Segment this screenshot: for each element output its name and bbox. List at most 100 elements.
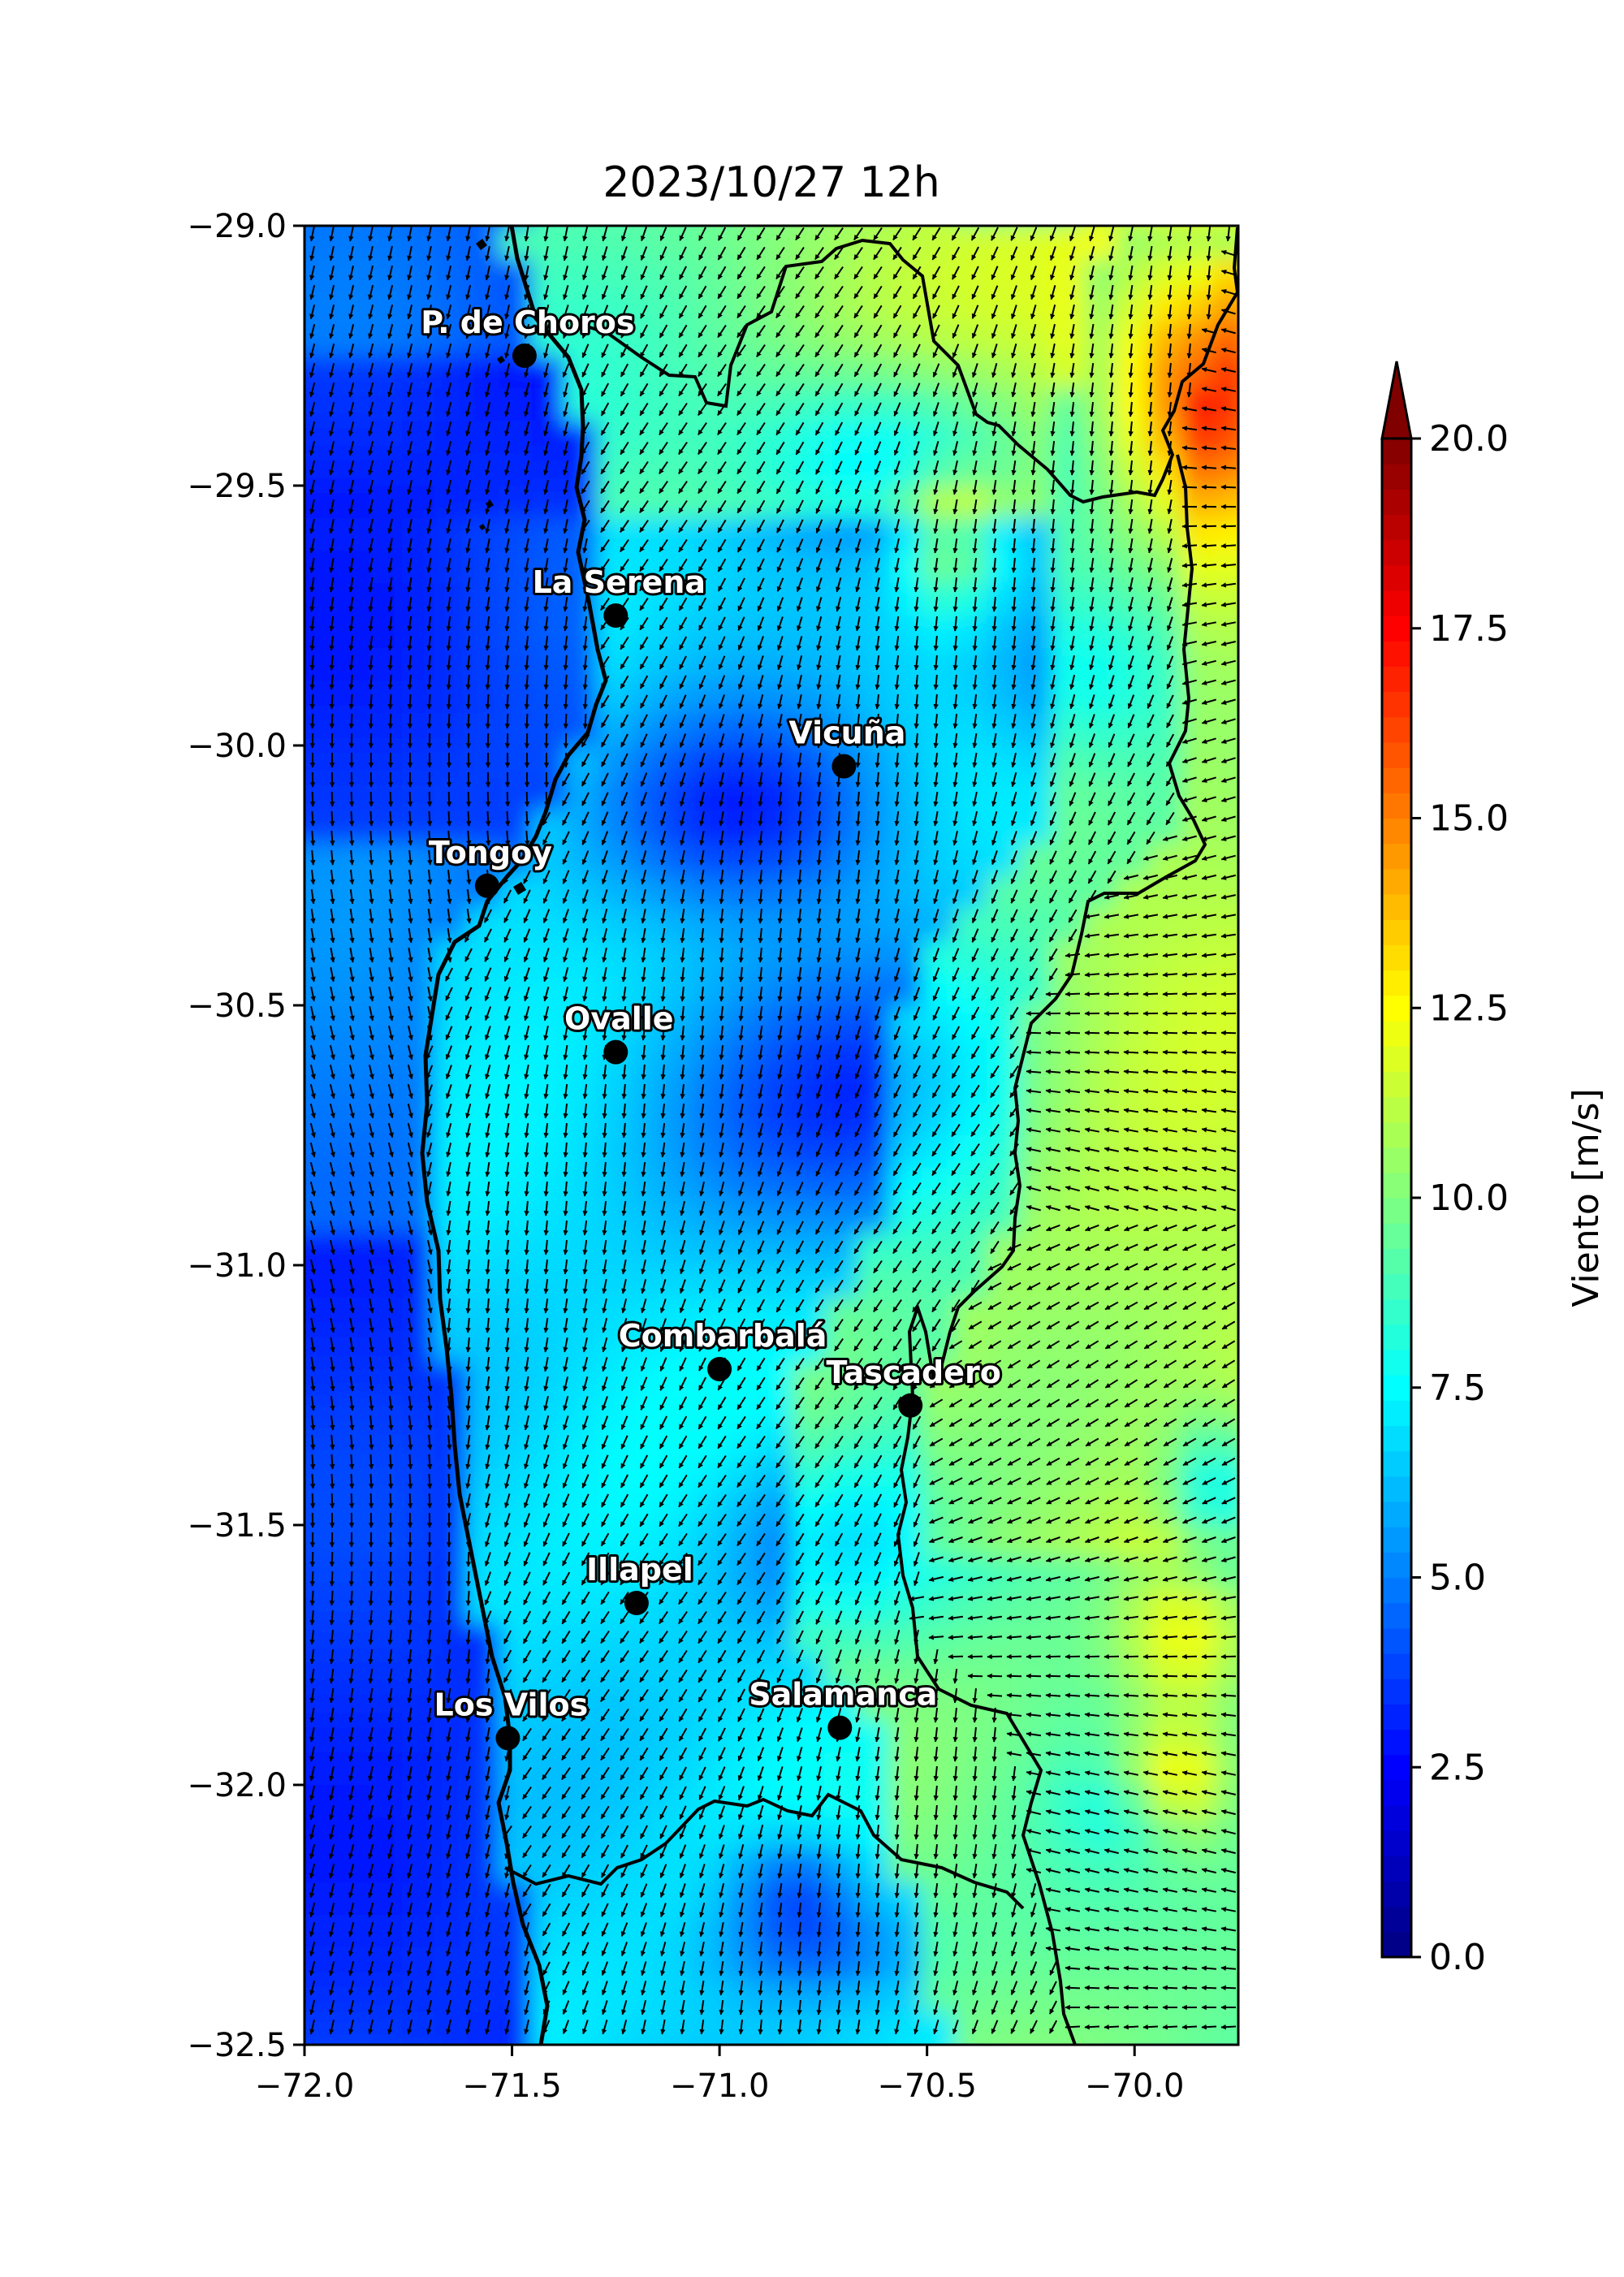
wind-field-cell [922,1947,955,1981]
wind-field-cell [954,583,987,616]
wind-field-cell [889,1070,922,1104]
wind-field-cell [434,388,468,421]
wind-field-cell [1116,1558,1150,1591]
wind-field-cell [1084,1525,1117,1558]
wind-field-cell [1214,486,1247,519]
wind-field-cell [467,193,500,227]
wind-field-cell [792,226,825,259]
wind-field-cell [1214,1135,1247,1169]
wind-field-cell [337,1590,370,1623]
wind-field-cell [759,226,793,259]
wind-field-cell [369,1752,403,1786]
wind-field-cell [369,2045,403,2078]
wind-field-cell [1019,648,1052,681]
wind-field-cell [694,1428,728,1461]
wind-arrow [1202,526,1216,527]
wind-field-cell [1214,1590,1247,1623]
wind-field-cell [369,1558,403,1591]
wind-field-cell [597,2012,630,2046]
wind-field-cell [727,810,760,844]
wind-field-cell [662,810,695,844]
wind-field-cell [467,1622,500,1656]
wind-field-cell [1246,1493,1280,1526]
wind-field-cell [629,810,663,844]
wind-field-cell [1052,1850,1085,1883]
wind-field-cell [857,1915,890,1948]
wind-field-cell [434,778,468,811]
wind-arrow [1202,545,1216,546]
wind-field-cell [1084,1265,1117,1298]
wind-field-cell [434,1785,468,1818]
wind-arrow [527,811,528,826]
wind-field-cell [889,291,922,324]
wind-field-cell [1246,1980,1280,2013]
wind-field-cell [759,745,793,779]
wind-field-cell [759,1103,793,1136]
wind-field-cell [694,1493,728,1526]
wind-field-cell [402,2045,435,2078]
wind-field-cell [1084,1720,1117,1753]
wind-field-cell [1052,681,1085,714]
wind-field-cell [727,713,760,746]
wind-field-cell [532,518,565,551]
wind-field-cell [629,226,663,259]
wind-field-cell [1084,1395,1117,1428]
wind-arrow [1046,1052,1060,1053]
wind-field-cell [1246,551,1280,584]
wind-field-cell [1246,1038,1280,1071]
wind-field-cell [727,1525,760,1558]
wind-arrow [1221,994,1236,995]
wind-field-cell [1084,1298,1117,1331]
wind-field-cell [467,518,500,551]
wind-field-cell [857,1493,890,1526]
wind-field-cell [1019,1720,1052,1753]
wind-field-cell [369,1233,403,1266]
wind-field-cell [434,1752,468,1786]
wind-field-cell [532,1622,565,1656]
wind-field-cell [467,1493,500,1526]
wind-field-cell [1019,551,1052,584]
wind-field-cell [922,1233,955,1266]
wind-field-cell [337,291,370,324]
wind-field-cell [824,908,857,941]
wind-field-cell [954,778,987,811]
wind-field-cell [922,713,955,746]
wind-field-cell [597,1428,630,1461]
wind-field-cell [922,1428,955,1461]
wind-field-cell [662,1493,695,1526]
wind-field-cell [1181,843,1215,876]
wind-field-cell [954,875,987,909]
wind-arrow [410,792,411,806]
wind-field-cell [1181,1070,1215,1104]
wind-field-cell [759,1720,793,1753]
wind-field-cell [369,843,403,876]
wind-field-cell [759,583,793,616]
wind-field-cell [1116,421,1150,454]
wind-field-cell [337,583,370,616]
wind-field-cell [857,1298,890,1331]
wind-field-cell [1116,583,1150,616]
wind-field-cell [857,1590,890,1623]
wind-field-cell [467,421,500,454]
wind-field-cell [597,1687,630,1721]
wind-field-cell [954,1493,987,1526]
wind-field-cell [402,1070,435,1104]
wind-field-cell [1084,1915,1117,1948]
wind-field-cell [369,616,403,649]
wind-field-cell [1052,583,1085,616]
wind-field-cell [272,1817,305,1851]
wind-field-cell [922,1915,955,1948]
wind-field-cell [1019,1298,1052,1331]
wind-arrow [1221,1052,1236,1053]
wind-field-cell [1246,258,1280,292]
wind-field-cell [1149,1655,1182,1688]
wind-field-cell [792,2045,825,2078]
wind-field-cell [1052,1493,1085,1526]
wind-field-cell [759,940,793,974]
wind-arrow [370,831,371,845]
wind-field-cell [369,1493,403,1526]
wind-field-cell [1246,518,1280,551]
wind-field-cell [434,1103,468,1136]
wind-field-cell [434,1655,468,1688]
